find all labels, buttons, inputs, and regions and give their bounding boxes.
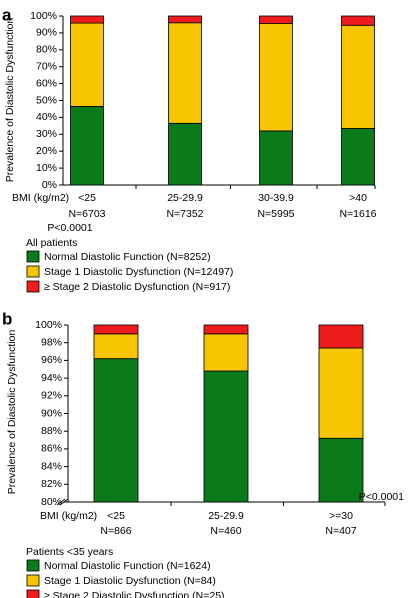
legend-swatch [26,265,40,278]
y-tick-label: 86% [41,443,62,455]
legend-entry: ≥ Stage 2 Diastolic Dysfunction (N=917) [44,281,230,293]
panel-label: a [2,5,12,24]
bar-segment [168,122,202,186]
n-label: N=6703 [68,208,105,220]
y-tick-label: 90% [41,407,62,419]
bar-segment [168,22,202,124]
bar-segment [341,24,375,129]
y-tick-label: 98% [41,336,62,348]
y-tick-label: 70% [36,60,57,72]
y-tick-label: 50% [36,94,57,106]
x-axis-label: BMI (kg/m2) [12,192,69,204]
n-label: N=7352 [166,208,203,220]
bar-segment [93,358,139,503]
bar-segment [203,324,249,335]
axis-break-mark [59,498,69,506]
panel-label: b [2,309,12,328]
legend-swatch [26,574,40,587]
n-label: N=866 [100,525,131,537]
y-tick-label: 100% [35,319,62,331]
p-value: P<0.0001 [47,222,92,234]
x-tick-label: 25-29.9 [208,510,244,522]
legend-swatch [26,589,40,598]
bar-segment [93,333,139,360]
y-tick-label: 30% [36,128,57,140]
legend-entry: ≥ Stage 2 Diastolic Dysfunction (N=25) [44,590,225,598]
y-tick-label: 60% [36,77,57,89]
legend-entry: Stage 1 Diastolic Dysfunction (N=12497) [44,266,233,278]
bar-segment [168,15,202,24]
bar-segment [203,333,249,372]
bar-segment [70,106,104,186]
x-axis-label: BMI (kg/m2) [40,510,97,522]
y-tick-label: 84% [41,460,62,472]
n-label: N=407 [325,525,356,537]
y-tick-label: 40% [36,111,57,123]
legend-entry: Stage 1 Diastolic Dysfunction (N=84) [44,575,216,587]
y-tick-label: 92% [41,390,62,402]
bar-segment [341,127,375,186]
y-tick-label: 88% [41,425,62,437]
legend-swatch [26,250,40,263]
x-tick-label: <25 [107,510,125,522]
group-label: Patients <35 years [26,546,113,558]
y-tick-label: 80% [36,44,57,56]
x-tick-label: >40 [349,192,367,204]
n-label: N=1616 [339,208,376,220]
y-axis-label: Prevalence of Diastolic Dysfunction [4,18,16,183]
y-tick-label: 96% [41,354,62,366]
p-value: P<0.0001 [359,491,404,503]
bar-segment [341,15,375,26]
x-tick-label: <25 [78,192,96,204]
bar-segment [70,15,104,24]
legend-swatch [26,559,40,572]
bar-segment [70,22,104,107]
bar-segment [318,437,364,503]
legend-entry: Normal Diastolic Function (N=8252) [44,251,211,263]
y-tick-label: 10% [36,162,57,174]
y-axis-label: Prevalence of Diastolic Dysfunction [6,330,18,495]
bar-segment [259,23,293,132]
y-tick-label: 80% [41,496,62,508]
x-tick-label: 25-29.9 [167,192,203,204]
x-tick-label: >=30 [329,510,353,522]
bar-segment [318,324,364,349]
bar-segment [259,130,293,186]
y-tick-label: 90% [36,27,57,39]
y-tick-label: 82% [41,478,62,490]
legend-entry: Normal Diastolic Function (N=1624) [44,560,211,572]
bar-segment [93,324,139,335]
n-label: N=5995 [257,208,294,220]
y-tick-label: 20% [36,145,57,157]
bar-segment [318,347,364,439]
y-tick-label: 94% [41,372,62,384]
n-label: N=460 [210,525,241,537]
y-tick-label: 0% [42,179,57,191]
axis-break-mark [56,498,66,506]
y-tick-label: 100% [30,10,57,22]
group-label: All patients [26,237,77,249]
legend-swatch [26,280,40,293]
bar-segment [203,370,249,503]
bar-segment [259,15,293,25]
x-tick-label: 30-39.9 [258,192,294,204]
